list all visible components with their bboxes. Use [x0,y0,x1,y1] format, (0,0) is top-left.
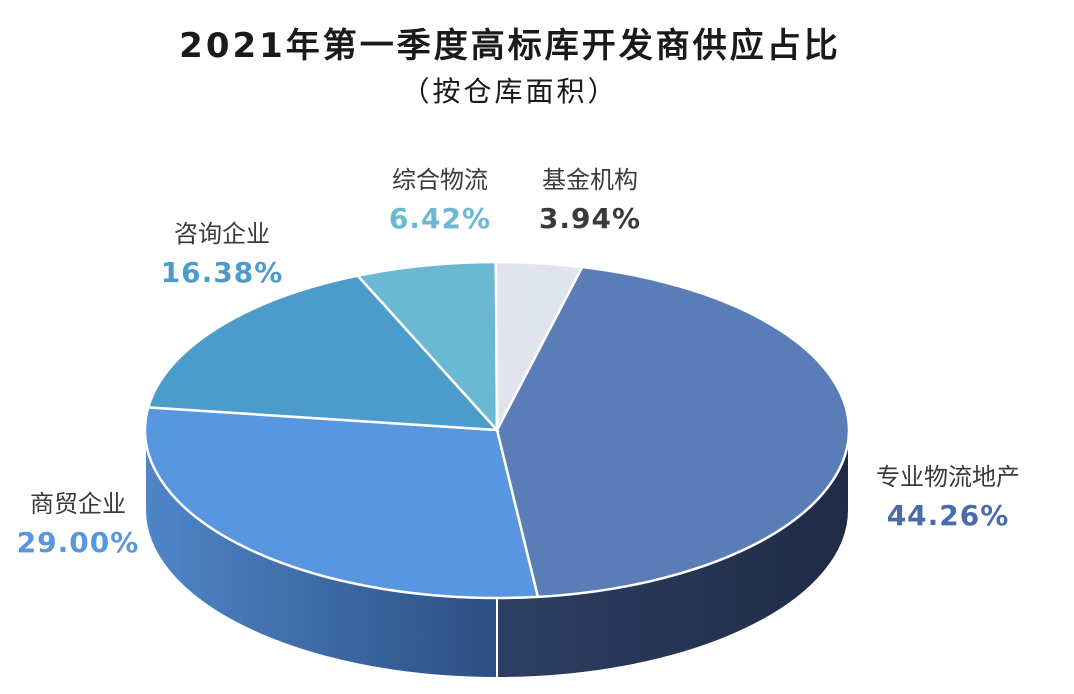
pie-labels: 专业物流地产 44.26% 商贸企业 29.00% 咨询企业 16.38% 综合物流 6.42… [17,166,1020,559]
chart-title: 2021年第一季度高标库开发商供应占比 [179,26,841,66]
slice-name-label-4: 综合物流 [392,166,488,194]
pie-slice-4 [355,260,499,434]
slice-value-label-4: 6.42% [389,202,491,235]
pie-slice-3 [146,274,500,432]
pie-slice-2 [143,406,540,600]
slice-name-label-2: 商贸企业 [30,490,126,518]
pie-slice-5 [494,260,585,431]
slice-name-label-5: 基金机构 [542,166,638,194]
pie-slice-1 [495,265,851,599]
slice-name-label-1: 专业物流地产 [876,463,1020,491]
slice-value-label-5: 3.94% [539,202,641,235]
pie-slices [143,260,851,600]
slice-name-label-3: 咨询企业 [174,220,270,248]
slice-value-label-2: 29.00% [17,526,140,559]
slice-value-label-3: 16.38% [161,256,284,289]
chart-subtitle: （按仓库面积） [401,75,619,108]
slice-value-label-1: 44.26% [887,499,1010,532]
